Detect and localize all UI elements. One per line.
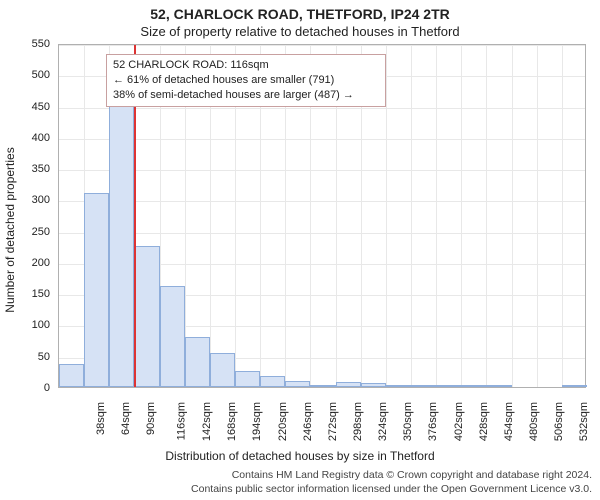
xtick-label: 90sqm [145, 402, 157, 435]
chart-container: { "chart": { "type": "histogram", "title… [0, 0, 600, 500]
ytick-label: 0 [10, 382, 50, 394]
xtick-label: 168sqm [226, 402, 238, 441]
gridline-v [461, 45, 462, 387]
gridline-h [59, 108, 585, 109]
xtick-label: 246sqm [302, 402, 314, 441]
xtick-label: 428sqm [478, 402, 490, 441]
footer-attribution: Contains HM Land Registry data © Crown c… [0, 468, 592, 496]
histogram-bar [285, 381, 310, 387]
gridline-h [59, 170, 585, 171]
chart-title: 52, CHARLOCK ROAD, THETFORD, IP24 2TR [0, 6, 600, 22]
chart-subtitle: Size of property relative to detached ho… [0, 24, 600, 39]
gridline-v [562, 45, 563, 387]
xtick-label: 506sqm [553, 402, 565, 441]
info-line: 52 CHARLOCK ROAD: 116sqm [113, 58, 379, 73]
histogram-bar [185, 337, 210, 387]
ytick-label: 250 [10, 226, 50, 238]
xtick-label: 142sqm [201, 402, 213, 441]
xtick-label: 194sqm [252, 402, 264, 441]
x-axis-label: Distribution of detached houses by size … [0, 449, 600, 463]
xtick-label: 116sqm [175, 402, 187, 440]
gridline-v [436, 45, 437, 387]
xtick-label: 376sqm [428, 402, 440, 441]
xtick-label: 454sqm [503, 402, 515, 441]
histogram-bar [109, 106, 134, 387]
ytick-label: 50 [10, 351, 50, 363]
gridline-v [537, 45, 538, 387]
xtick-label: 64sqm [120, 402, 132, 435]
ytick-label: 400 [10, 132, 50, 144]
histogram-bar [361, 383, 386, 387]
gridline-v [411, 45, 412, 387]
histogram-bar [486, 385, 511, 387]
ytick-label: 500 [10, 69, 50, 81]
histogram-bar [160, 286, 185, 387]
gridline-h [59, 139, 585, 140]
histogram-bar [235, 371, 260, 387]
gridline-h [59, 233, 585, 234]
ytick-label: 450 [10, 101, 50, 113]
histogram-bar [59, 364, 84, 387]
gridline-v [512, 45, 513, 387]
xtick-label: 532sqm [578, 402, 590, 441]
xtick-label: 324sqm [377, 402, 389, 441]
histogram-bar [411, 385, 436, 387]
footer-line: Contains HM Land Registry data © Crown c… [0, 468, 592, 482]
xtick-label: 220sqm [277, 402, 289, 441]
gridline-h [59, 201, 585, 202]
xtick-label: 480sqm [528, 402, 540, 441]
gridline-v [486, 45, 487, 387]
histogram-bar [260, 376, 285, 387]
histogram-bar [134, 246, 159, 387]
xtick-label: 298sqm [352, 402, 364, 441]
info-box: 52 CHARLOCK ROAD: 116sqm ← 61% of detach… [106, 54, 386, 107]
histogram-bar [562, 385, 587, 387]
histogram-bar [336, 382, 361, 387]
ytick-label: 200 [10, 257, 50, 269]
ytick-label: 150 [10, 288, 50, 300]
histogram-bar [461, 385, 486, 387]
info-line: ← 61% of detached houses are smaller (79… [113, 73, 379, 88]
ytick-label: 100 [10, 319, 50, 331]
gridline-h [59, 45, 585, 46]
xtick-label: 38sqm [95, 402, 107, 435]
footer-line: Contains public sector information licen… [0, 482, 592, 496]
ytick-label: 300 [10, 194, 50, 206]
xtick-label: 402sqm [453, 402, 465, 441]
info-line: 38% of semi-detached houses are larger (… [113, 88, 379, 103]
ytick-label: 350 [10, 163, 50, 175]
histogram-bar [436, 385, 461, 387]
histogram-bar [210, 353, 235, 387]
histogram-bar [84, 193, 109, 387]
xtick-label: 272sqm [327, 402, 339, 441]
histogram-bar [310, 385, 335, 387]
histogram-bar [386, 385, 411, 388]
xtick-label: 350sqm [402, 402, 414, 441]
ytick-label: 550 [10, 38, 50, 50]
